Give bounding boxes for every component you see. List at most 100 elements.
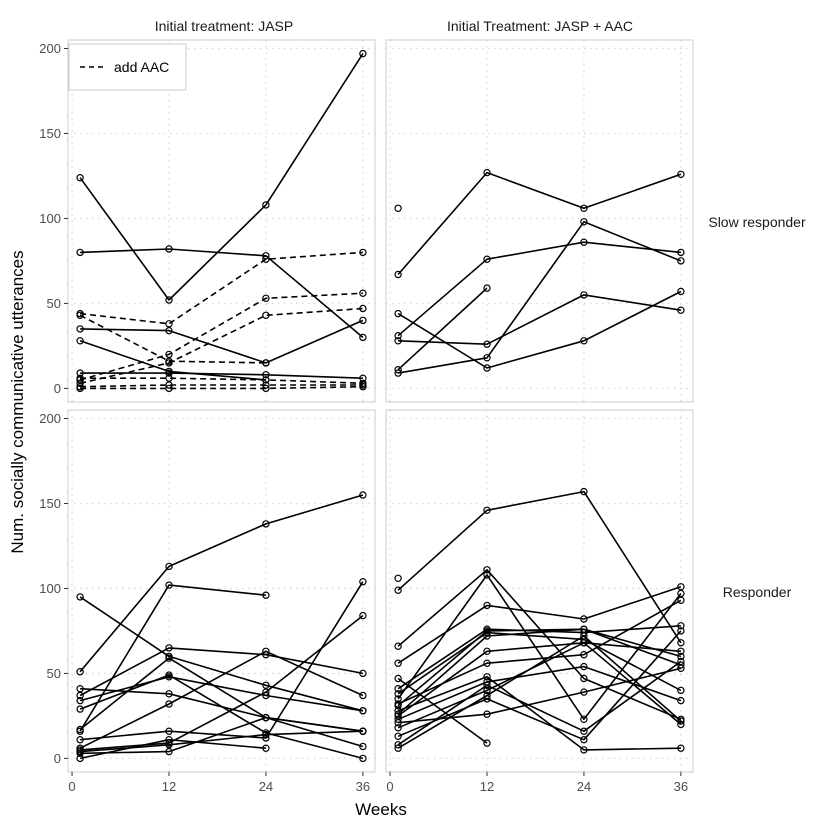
data-point-0-5-3 — [359, 248, 367, 257]
series-line-2-7 — [79, 657, 364, 748]
data-point-3-14-0 — [394, 719, 402, 727]
data-point-2-9-3 — [359, 691, 367, 700]
series-line-3-2 — [397, 568, 682, 721]
y-tick-label: 50 — [47, 296, 61, 311]
y-tick-label: 150 — [39, 496, 61, 511]
y-axis-title: Num. socially communicative utterances — [8, 250, 27, 553]
series-line-1-2 — [397, 241, 681, 337]
data-point-0-8-3 — [359, 304, 367, 313]
series-line-0-7 — [79, 292, 363, 381]
data-point-3-2-2 — [580, 674, 588, 683]
data-point-3-5-0 — [394, 685, 402, 693]
data-point-1-6-2 — [580, 218, 588, 226]
data-point-1-5-1 — [483, 284, 491, 292]
series-line-1-3 — [397, 290, 682, 369]
data-point-2-11-1 — [165, 747, 173, 756]
data-point-2-11-2 — [262, 713, 270, 722]
data-point-1-0-0 — [394, 204, 402, 212]
data-point-3-4-1 — [483, 739, 491, 747]
data-point-3-1-3 — [677, 639, 685, 647]
data-point-2-7-0 — [76, 725, 84, 734]
data-point-2-12-0 — [76, 754, 84, 763]
data-point-3-1-0 — [394, 586, 402, 594]
data-point-2-6-1 — [165, 671, 173, 679]
data-point-0-2-0 — [76, 325, 84, 333]
data-point-3-17-3 — [677, 657, 685, 666]
series-line-1-5 — [397, 287, 488, 371]
data-point-3-8-2 — [580, 651, 588, 659]
data-point-3-12-1 — [483, 647, 491, 656]
data-point-2-7-3 — [359, 742, 367, 751]
x-axis-title: Weeks — [355, 800, 407, 819]
data-point-2-12-2 — [262, 744, 270, 752]
series-line-0-11 — [80, 385, 363, 390]
data-point-1-2-0 — [394, 332, 402, 340]
data-point-0-2-1 — [165, 326, 173, 335]
data-point-3-3-0 — [394, 659, 402, 667]
series-line-3-16 — [397, 630, 682, 741]
data-point-2-1-2 — [262, 591, 270, 599]
series-line-0-1 — [80, 248, 364, 339]
data-point-2-13-2 — [262, 730, 270, 739]
data-point-1-4-3 — [677, 306, 685, 314]
data-point-3-18-3 — [677, 717, 685, 725]
data-point-2-8-1 — [165, 727, 173, 735]
y-tick-label: 100 — [39, 581, 61, 596]
data-point-0-7-3 — [359, 289, 367, 297]
data-point-3-2-0 — [394, 642, 402, 650]
data-point-3-7-1 — [483, 571, 491, 579]
facet-row-label-0: Slow responder — [708, 214, 806, 230]
data-point-3-11-1 — [483, 632, 491, 640]
data-point-2-2-0 — [76, 593, 84, 601]
data-point-0-7-2 — [262, 294, 270, 302]
data-point-1-3-0 — [394, 309, 402, 318]
series-line-3-10 — [397, 675, 681, 751]
y-tick-label: 200 — [39, 411, 61, 426]
data-point-1-1-1 — [483, 168, 491, 177]
series-line-2-2 — [79, 596, 364, 712]
data-point-1-3-1 — [483, 364, 491, 372]
data-point-0-4-1 — [165, 369, 173, 377]
series-line-0-10 — [80, 384, 363, 388]
data-point-0-0-0 — [76, 173, 84, 182]
panel-0: 0 50 100 150 200 — [39, 39, 376, 403]
data-point-3-10-3 — [677, 744, 685, 752]
y-tick-label: 150 — [39, 126, 61, 141]
data-point-2-6-0 — [76, 705, 84, 713]
series-line-2-5 — [79, 675, 364, 712]
data-point-3-11-3 — [677, 652, 685, 661]
series-line-2-12 — [79, 738, 266, 760]
data-point-1-4-2 — [580, 291, 588, 299]
data-point-2-6-3 — [359, 754, 367, 763]
legend: add AAC — [68, 43, 187, 91]
data-point-2-9-1 — [165, 700, 173, 708]
data-point-3-16-3 — [677, 627, 685, 635]
series-line-0-8 — [79, 307, 363, 385]
data-point-0-1-0 — [76, 248, 84, 257]
series-line-0-6 — [79, 314, 266, 364]
series-line-3-6 — [397, 631, 682, 695]
y-tick-label: 0 — [54, 751, 61, 766]
data-point-3-1-1 — [483, 506, 491, 514]
labels-layer: Initial treatment: JASP Initial Treatmen… — [8, 18, 806, 819]
series-line-2-6 — [79, 674, 364, 760]
data-point-0-11-1 — [165, 384, 173, 393]
series-line-3-5 — [397, 625, 681, 690]
data-point-2-0-1 — [165, 562, 173, 571]
y-tick-label: 0 — [54, 381, 61, 396]
facet-column-label-1: Initial Treatment: JASP + AAC — [447, 18, 633, 34]
series-line-0-3 — [79, 340, 266, 381]
legend-label-add-aac: add AAC — [114, 59, 169, 75]
data-point-1-3-2 — [580, 337, 588, 345]
data-point-0-1-1 — [165, 245, 173, 253]
data-point-0-5-2 — [262, 255, 270, 263]
data-point-3-0-0 — [394, 574, 402, 583]
data-point-3-2-1 — [483, 566, 491, 574]
data-point-1-2-1 — [483, 255, 491, 263]
series-line-3-1 — [397, 490, 682, 644]
data-point-3-13-2 — [580, 662, 588, 671]
series-line-2-4 — [79, 647, 364, 697]
data-point-0-11-2 — [262, 384, 270, 393]
data-point-0-0-1 — [165, 296, 173, 304]
data-point-2-4-0 — [76, 691, 84, 700]
